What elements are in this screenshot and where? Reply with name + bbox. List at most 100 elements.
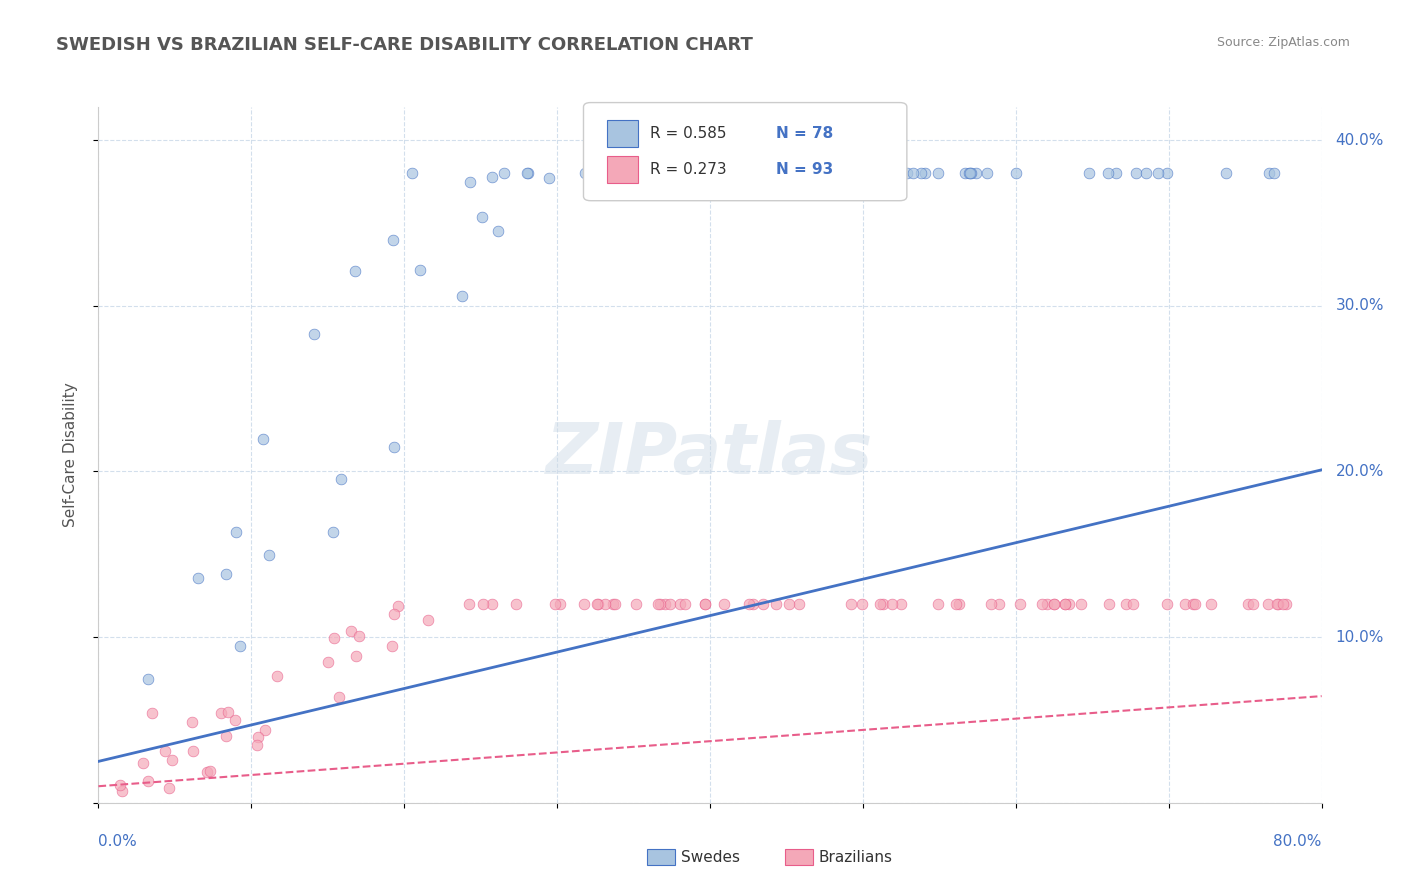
Point — [586, 597, 609, 611]
Text: SWEDISH VS BRAZILIAN SELF-CARE DISABILITY CORRELATION CHART: SWEDISH VS BRAZILIAN SELF-CARE DISABILIT… — [56, 36, 754, 54]
Point — [778, 597, 800, 611]
Point — [471, 210, 494, 224]
Point — [217, 705, 239, 719]
Point — [1043, 597, 1066, 611]
Point — [246, 730, 269, 744]
Point — [1257, 166, 1279, 180]
Y-axis label: Self-Care Disability: Self-Care Disability — [63, 383, 77, 527]
Point — [882, 597, 904, 611]
Point — [799, 166, 821, 180]
Text: N = 78: N = 78 — [776, 127, 834, 141]
Point — [751, 166, 773, 180]
Point — [1199, 597, 1222, 611]
Point — [1070, 597, 1092, 611]
Point — [693, 597, 716, 611]
Point — [387, 599, 409, 614]
Point — [381, 233, 404, 247]
Point — [960, 166, 983, 180]
Point — [215, 729, 238, 743]
Point — [136, 672, 159, 686]
Point — [741, 597, 763, 611]
Point — [254, 723, 277, 737]
Point — [602, 166, 624, 180]
Point — [948, 597, 970, 611]
Point — [132, 756, 155, 770]
Point — [855, 166, 877, 180]
Point — [1008, 597, 1031, 611]
Point — [224, 714, 246, 728]
Point — [458, 597, 481, 611]
Point — [198, 764, 221, 779]
Point — [225, 524, 247, 539]
Point — [851, 597, 873, 611]
Point — [613, 166, 636, 180]
Point — [505, 597, 527, 611]
Point — [160, 753, 183, 767]
Point — [209, 706, 232, 720]
Point — [344, 648, 367, 663]
Point — [1156, 166, 1178, 180]
Point — [1115, 597, 1137, 611]
Point — [347, 629, 370, 643]
Point — [914, 166, 936, 180]
Point — [735, 166, 758, 180]
Point — [1035, 597, 1057, 611]
Point — [1105, 166, 1128, 180]
Point — [603, 597, 626, 611]
Point — [808, 166, 831, 180]
Point — [1005, 166, 1028, 180]
Text: Swedes: Swedes — [681, 850, 740, 864]
Point — [711, 166, 734, 180]
Point — [588, 597, 610, 611]
Text: 40.0%: 40.0% — [1336, 133, 1384, 148]
Point — [1265, 597, 1288, 611]
Point — [987, 597, 1010, 611]
Point — [738, 597, 761, 611]
Text: R = 0.273: R = 0.273 — [650, 162, 725, 177]
Point — [159, 781, 181, 796]
Point — [229, 640, 252, 654]
Point — [382, 440, 405, 454]
Point — [1078, 166, 1101, 180]
Point — [901, 166, 924, 180]
Point — [1236, 597, 1258, 611]
Text: 30.0%: 30.0% — [1336, 298, 1384, 313]
Point — [330, 472, 353, 486]
Point — [516, 166, 538, 180]
Point — [676, 166, 699, 180]
Point — [195, 764, 218, 779]
Point — [574, 166, 596, 180]
Point — [450, 289, 472, 303]
Point — [783, 166, 806, 180]
Point — [1184, 597, 1206, 611]
Point — [581, 166, 603, 180]
Point — [481, 169, 503, 184]
Point — [481, 597, 503, 611]
Point — [910, 166, 932, 180]
Point — [654, 597, 676, 611]
Point — [1267, 597, 1289, 611]
Point — [659, 597, 682, 611]
Text: Source: ZipAtlas.com: Source: ZipAtlas.com — [1216, 36, 1350, 49]
Point — [1263, 166, 1285, 180]
Point — [381, 639, 404, 653]
Point — [613, 166, 636, 180]
Text: 20.0%: 20.0% — [1336, 464, 1384, 479]
Point — [1271, 597, 1294, 611]
Point — [965, 166, 987, 180]
Point — [844, 166, 866, 180]
Point — [187, 571, 209, 585]
Point — [648, 597, 671, 611]
Point — [828, 166, 851, 180]
Point — [702, 166, 724, 180]
Point — [401, 166, 423, 180]
Point — [890, 597, 912, 611]
Point — [927, 597, 949, 611]
Text: N = 93: N = 93 — [776, 162, 834, 177]
Point — [758, 166, 780, 180]
Point — [141, 706, 163, 720]
Point — [1135, 166, 1157, 180]
Point — [980, 597, 1002, 611]
Point — [111, 783, 134, 797]
Point — [538, 171, 561, 186]
